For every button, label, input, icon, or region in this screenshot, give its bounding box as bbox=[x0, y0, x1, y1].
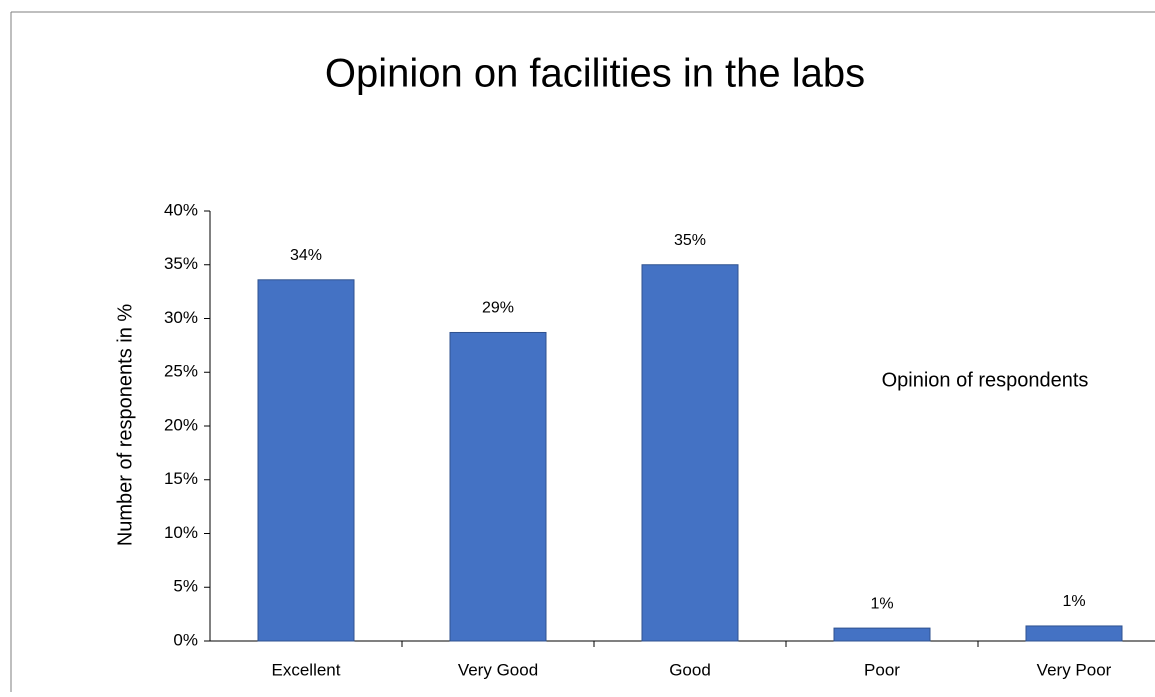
bar bbox=[257, 279, 355, 642]
x-tick-label: Very Good bbox=[458, 660, 538, 679]
y-tick-label: 35% bbox=[164, 254, 198, 273]
y-axis-title: Number of responents in % bbox=[114, 304, 136, 547]
bar bbox=[641, 264, 739, 642]
x-tick-label: Very Poor bbox=[1037, 660, 1112, 679]
y-tick-label: 10% bbox=[164, 523, 198, 542]
y-tick-label: 15% bbox=[164, 469, 198, 488]
value-label: 29% bbox=[482, 300, 514, 317]
value-label: 1% bbox=[870, 595, 893, 612]
bar bbox=[833, 627, 931, 642]
y-tick-label: 40% bbox=[164, 200, 198, 219]
bar bbox=[1025, 625, 1123, 642]
y-tick-label: 20% bbox=[164, 415, 198, 434]
chart-title: Opinion on facilities in the labs bbox=[325, 52, 865, 96]
y-tick-label: 5% bbox=[173, 577, 198, 596]
x-tick-label: Poor bbox=[864, 660, 900, 679]
x-tick-label: Good bbox=[669, 660, 711, 679]
value-label: 34% bbox=[290, 247, 322, 264]
annotation: Opinion of respondents bbox=[882, 369, 1089, 391]
x-tick-label: Excellent bbox=[272, 660, 341, 679]
y-tick-label: 25% bbox=[164, 362, 198, 381]
y-tick-label: 30% bbox=[164, 308, 198, 327]
bar bbox=[449, 331, 547, 642]
value-label: 1% bbox=[1062, 593, 1085, 610]
y-tick-label: 0% bbox=[173, 630, 198, 649]
value-label: 35% bbox=[674, 232, 706, 249]
